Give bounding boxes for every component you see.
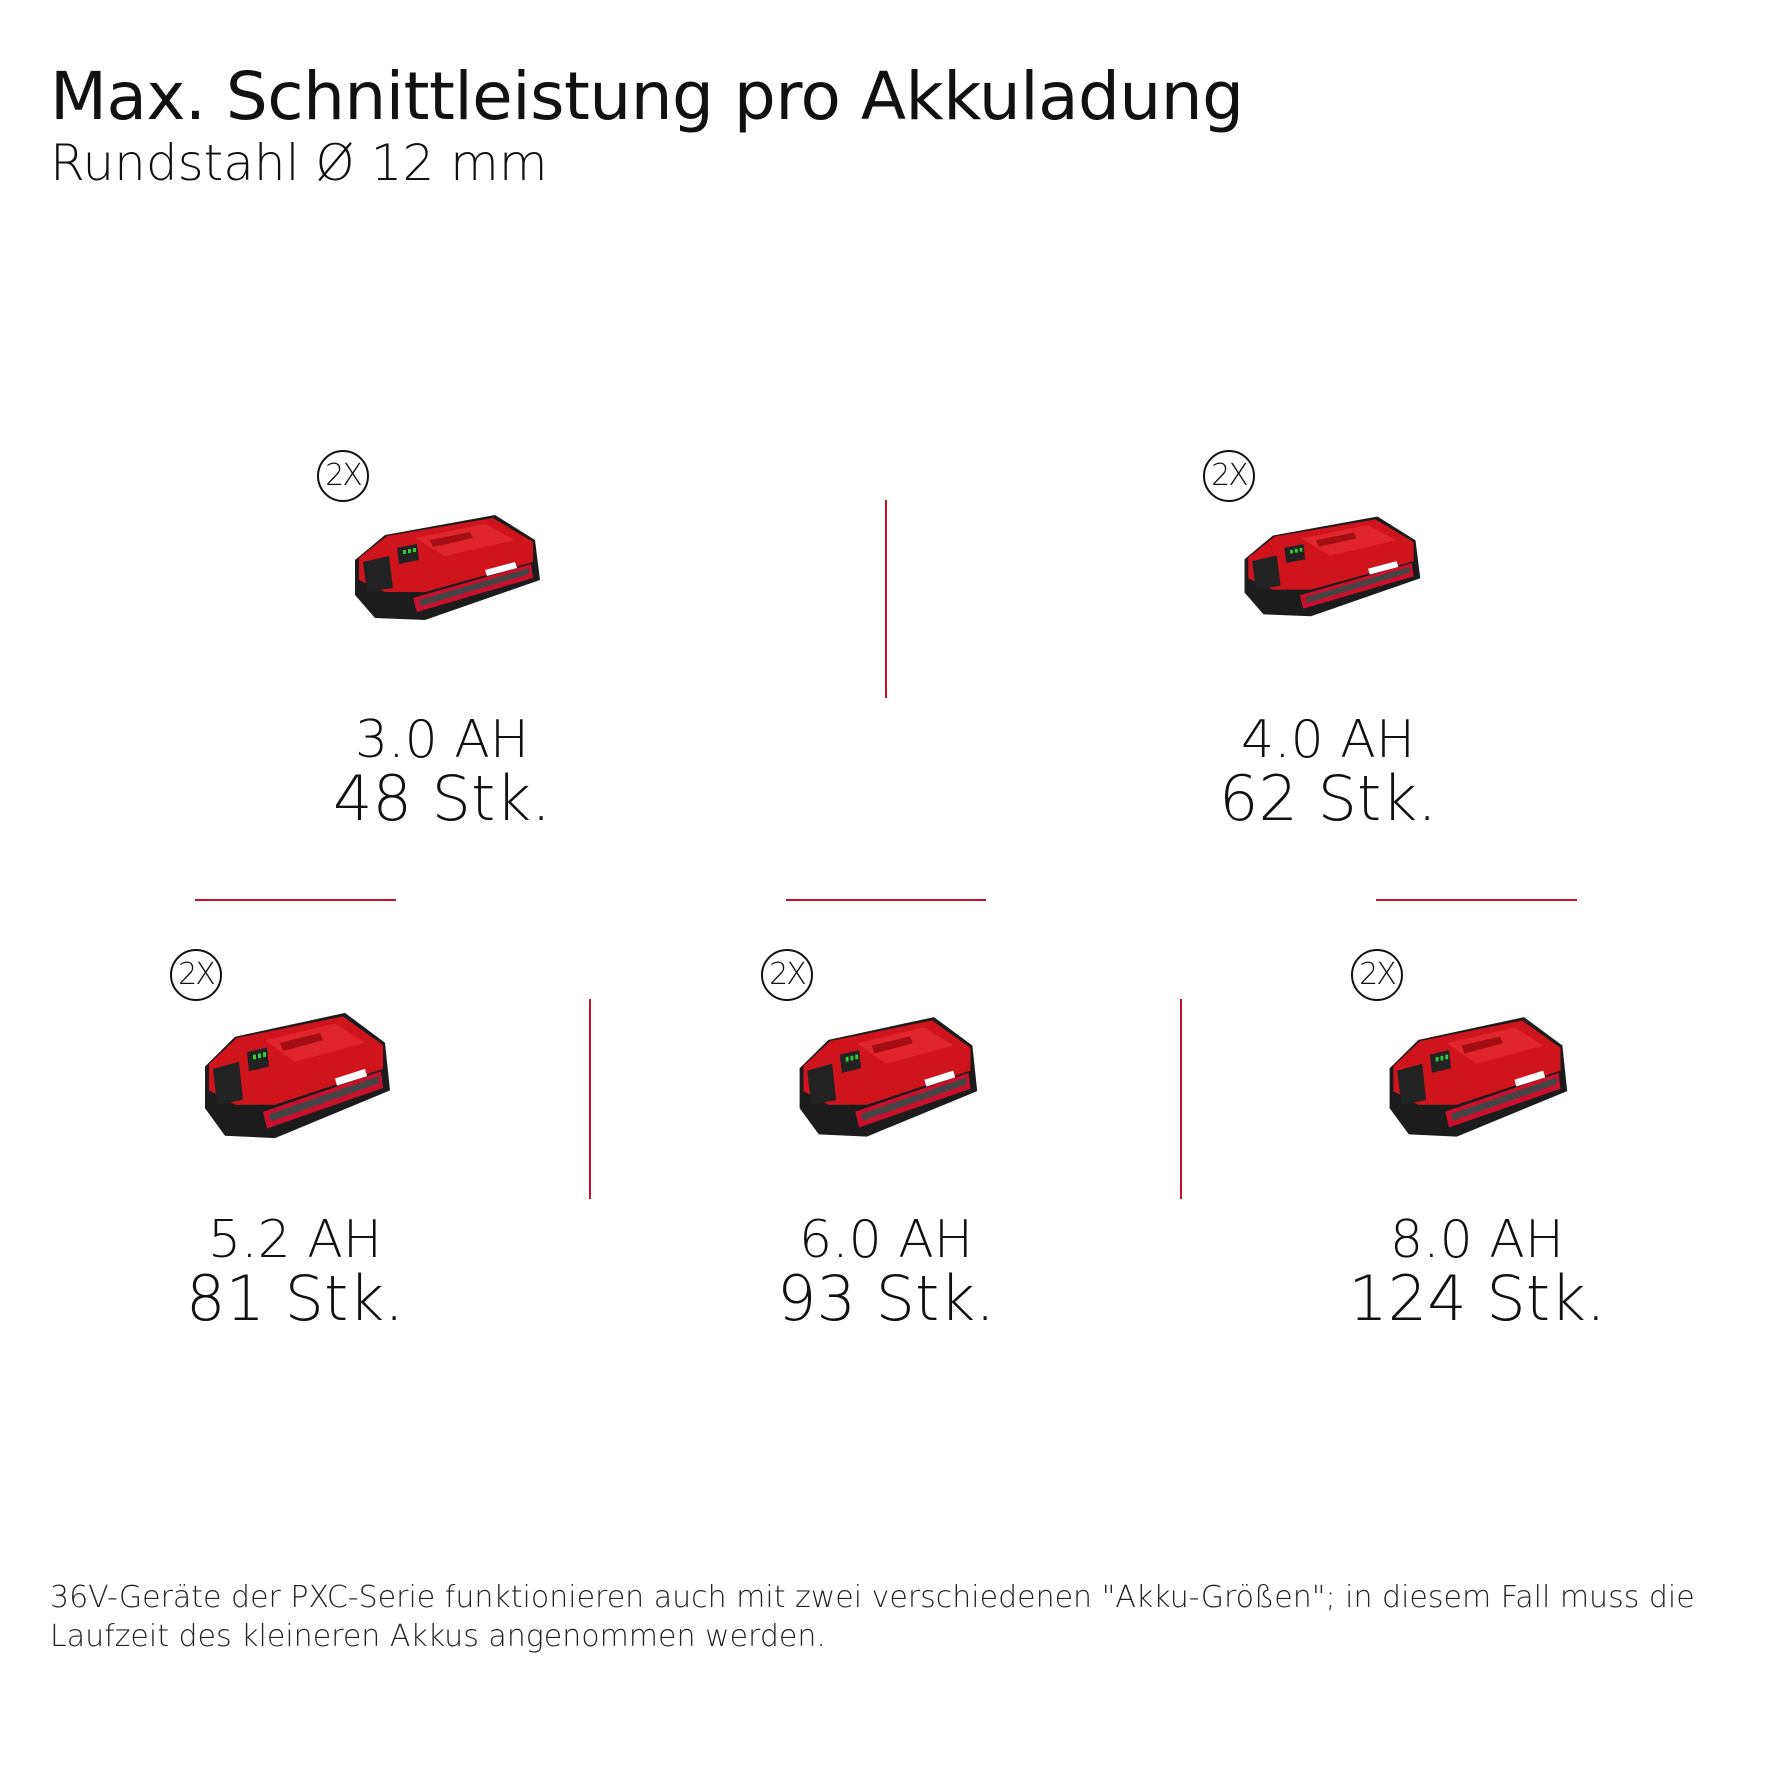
cut-count: 48 Stk. (333, 762, 551, 835)
divider-vertical (589, 999, 591, 1199)
battery-capacity: 8.0 AH (1390, 1210, 1564, 1270)
battery-capacity: 6.0 AH (799, 1210, 973, 1270)
quantity-badge: 2X (761, 949, 813, 1001)
battery-capacity: 4.0 AH (1241, 710, 1415, 770)
cut-count: 93 Stk. (777, 1262, 995, 1335)
battery-pack-6ah-icon (799, 1017, 978, 1137)
cut-count: 124 Stk. (1348, 1262, 1606, 1335)
cut-count: 81 Stk. (186, 1262, 404, 1335)
battery-result: 4.0 AH 62 Stk. (1128, 712, 1528, 830)
divider-horizontal (1376, 899, 1577, 901)
battery-result: 8.0 AH 124 Stk. (1277, 1212, 1677, 1330)
battery-result: 5.2 AH 81 Stk. (95, 1212, 495, 1330)
cut-count: 62 Stk. (1219, 762, 1437, 835)
battery-capacity: 5.2 AH (208, 1210, 382, 1270)
battery-pack-4ah-icon (1244, 516, 1421, 617)
battery-pack-3ah-icon (355, 515, 540, 620)
quantity-badge: 2X (317, 450, 369, 502)
battery-capacity: 3.0 AH (355, 710, 529, 770)
footnote: 36V-Geräte der PXC-Serie funktionieren a… (50, 1580, 1695, 1654)
quantity-badge: 2X (1203, 450, 1255, 502)
divider-horizontal (786, 899, 986, 901)
battery-pack-5-2ah-icon (205, 1012, 390, 1139)
divider-vertical (885, 500, 887, 698)
battery-pack-8ah-icon (1389, 1017, 1568, 1137)
battery-result: 3.0 AH 48 Stk. (242, 712, 642, 830)
quantity-badge: 2X (1351, 949, 1403, 1001)
page-subtitle: Rundstahl Ø 12 mm (50, 134, 548, 192)
divider-vertical (1180, 999, 1182, 1199)
page-title: Max. Schnittleistung pro Akkuladung (50, 58, 1244, 135)
battery-result: 6.0 AH 93 Stk. (686, 1212, 1086, 1330)
quantity-badge: 2X (170, 949, 222, 1001)
divider-horizontal (195, 899, 396, 901)
